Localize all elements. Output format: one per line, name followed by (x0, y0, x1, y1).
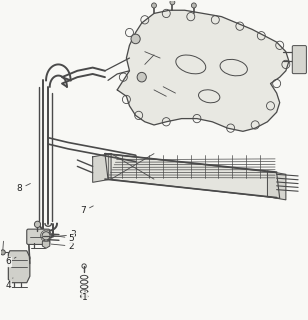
Circle shape (170, 0, 175, 5)
Circle shape (152, 3, 156, 8)
Polygon shape (105, 154, 280, 198)
Text: 3: 3 (51, 230, 76, 239)
FancyBboxPatch shape (27, 229, 50, 244)
Circle shape (0, 250, 5, 255)
Circle shape (34, 221, 41, 228)
Circle shape (42, 232, 50, 240)
Polygon shape (117, 10, 289, 131)
Circle shape (131, 34, 140, 44)
Polygon shape (93, 154, 111, 182)
Circle shape (137, 72, 146, 82)
Text: 6: 6 (6, 257, 16, 267)
Polygon shape (267, 171, 286, 200)
Text: 8: 8 (17, 183, 30, 193)
Text: 1: 1 (82, 291, 88, 302)
Text: 2: 2 (51, 242, 74, 251)
Text: 5: 5 (51, 234, 74, 243)
Text: 7: 7 (81, 206, 93, 215)
FancyBboxPatch shape (292, 46, 306, 74)
Text: 4: 4 (6, 278, 13, 290)
Polygon shape (8, 251, 30, 283)
Circle shape (191, 3, 196, 8)
